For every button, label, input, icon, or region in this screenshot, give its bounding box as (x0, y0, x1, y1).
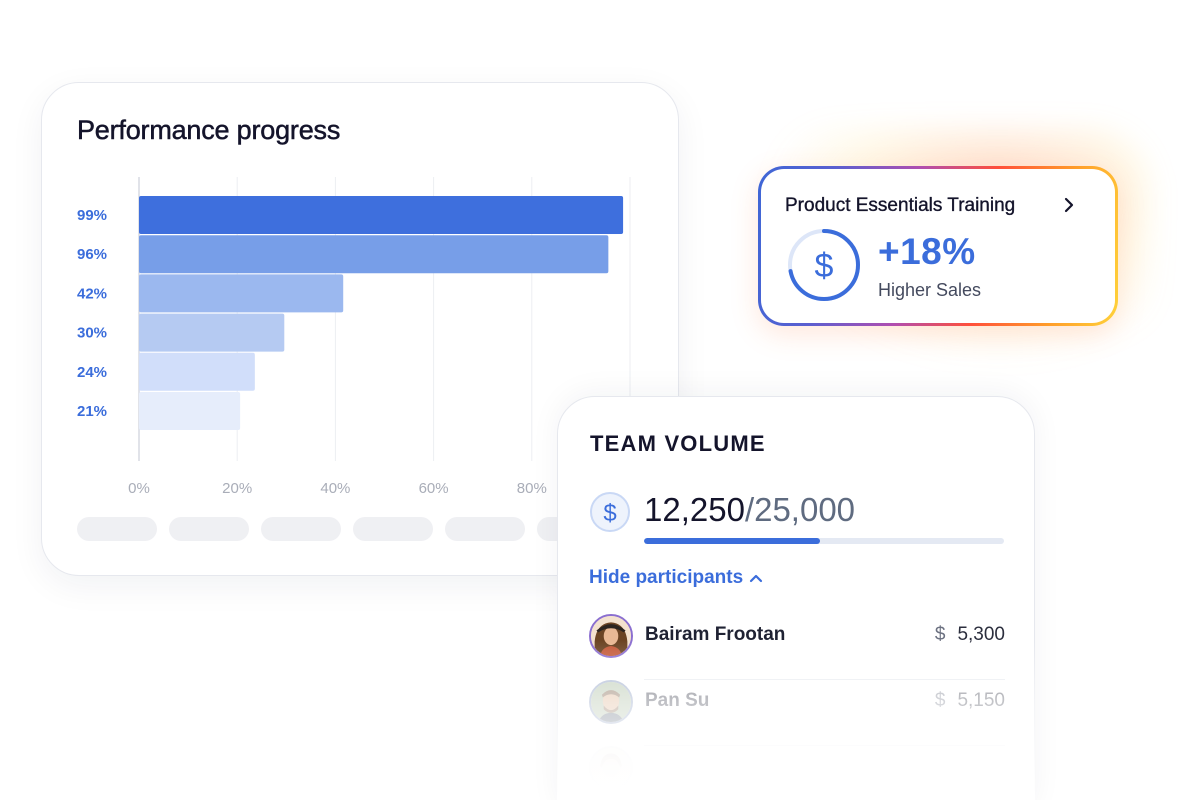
category-label: 96% (77, 246, 107, 263)
performance-card: Performance progress 0% 20% 40% 60% 80% 99% 96… (41, 82, 679, 576)
team-volume-total: /25,000 (744, 491, 856, 528)
chevron-right-icon[interactable] (1062, 195, 1076, 215)
x-tick-label: 20% (222, 480, 252, 497)
participant-avatar (589, 680, 633, 724)
placeholder-pill (77, 517, 157, 541)
participant-amount (993, 756, 1005, 778)
placeholder-pill (169, 517, 249, 541)
placeholder-pill (353, 517, 433, 541)
bar[interactable] (139, 196, 624, 234)
team-volume-progress-bar (644, 538, 1004, 544)
bar[interactable] (139, 313, 285, 352)
participant-row[interactable]: Pan Su $5,150 (589, 680, 1005, 746)
category-label: 30% (77, 325, 107, 342)
team-volume-amount: 12,250/25,000 (644, 491, 855, 529)
participant-row[interactable]: Bairam Frootan $5,300 (589, 614, 1005, 680)
x-tick-label: 60% (419, 480, 449, 497)
bar[interactable] (139, 392, 241, 430)
x-tick-label: 80% (517, 480, 547, 497)
product-training-title[interactable]: Product Essentials Training (785, 195, 1016, 216)
team-volume-card: TEAM VOLUME $ 12,250/25,000 Hide partici… (557, 396, 1035, 800)
team-volume-title: TEAM VOLUME (590, 431, 766, 456)
participant-name: Pan Su (645, 690, 710, 711)
participant-avatar (589, 614, 633, 658)
participant-amount: $5,150 (934, 690, 1005, 711)
participant-row[interactable] (589, 746, 1005, 800)
performance-title: Performance progress (77, 115, 341, 146)
bar[interactable] (139, 352, 255, 391)
x-tick-label: 40% (320, 480, 350, 497)
svg-text:$: $ (815, 247, 834, 285)
category-label: 99% (77, 207, 107, 224)
svg-text:$: $ (603, 500, 616, 527)
category-label: 24% (77, 364, 107, 381)
chevron-up-icon[interactable] (749, 573, 763, 583)
dollar-circle-icon: $ (590, 492, 630, 532)
participant-name: Bairam Frootan (645, 624, 786, 645)
dollar-circle-icon: $ (788, 229, 860, 301)
placeholder-pill (261, 517, 341, 541)
performance-bar-chart: 0% 20% 40% 60% 80% 99% 96% 42% 30% 24% 21% (77, 177, 631, 497)
category-label: 42% (77, 285, 107, 302)
hide-participants-toggle[interactable]: Hide participants (589, 567, 763, 589)
participant-avatar (589, 746, 633, 790)
team-volume-current: 12,250 (644, 491, 745, 528)
sales-increase-label: Higher Sales (878, 280, 982, 300)
category-label: 21% (77, 403, 107, 420)
placeholder-pill (445, 517, 525, 541)
sales-increase-value: +18% (878, 231, 976, 272)
placeholder-pill-row (77, 517, 617, 541)
product-training-card-inner: Product Essentials Training $ +18% Highe… (761, 169, 1115, 323)
product-training-card[interactable]: Product Essentials Training $ +18% Highe… (758, 166, 1118, 326)
x-tick-label: 0% (128, 480, 150, 497)
hide-participants-label[interactable]: Hide participants (589, 567, 744, 588)
bar[interactable] (139, 274, 344, 313)
team-volume-progress-fill (644, 538, 821, 544)
bar[interactable] (139, 235, 609, 274)
participant-amount: $5,300 (934, 624, 1005, 645)
